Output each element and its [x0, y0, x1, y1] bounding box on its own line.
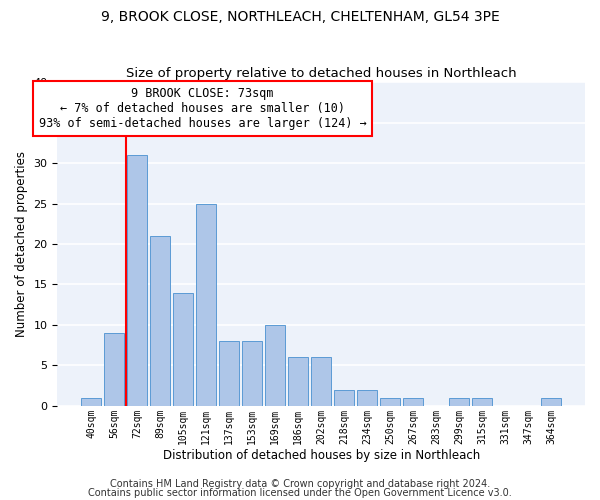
Bar — [127, 155, 147, 406]
Text: 9, BROOK CLOSE, NORTHLEACH, CHELTENHAM, GL54 3PE: 9, BROOK CLOSE, NORTHLEACH, CHELTENHAM, … — [101, 10, 499, 24]
Bar — [472, 398, 492, 406]
Bar — [173, 292, 193, 406]
X-axis label: Distribution of detached houses by size in Northleach: Distribution of detached houses by size … — [163, 450, 480, 462]
Text: 9 BROOK CLOSE: 73sqm
← 7% of detached houses are smaller (10)
93% of semi-detach: 9 BROOK CLOSE: 73sqm ← 7% of detached ho… — [38, 87, 367, 130]
Bar — [265, 325, 285, 406]
Bar — [151, 236, 170, 406]
Bar — [334, 390, 354, 406]
Text: Contains HM Land Registry data © Crown copyright and database right 2024.: Contains HM Land Registry data © Crown c… — [110, 479, 490, 489]
Bar — [311, 358, 331, 406]
Bar — [358, 390, 377, 406]
Bar — [242, 341, 262, 406]
Bar — [289, 358, 308, 406]
Y-axis label: Number of detached properties: Number of detached properties — [15, 151, 28, 337]
Bar — [403, 398, 423, 406]
Bar — [541, 398, 561, 406]
Bar — [220, 341, 239, 406]
Bar — [104, 333, 124, 406]
Bar — [380, 398, 400, 406]
Bar — [82, 398, 101, 406]
Text: Contains public sector information licensed under the Open Government Licence v3: Contains public sector information licen… — [88, 488, 512, 498]
Title: Size of property relative to detached houses in Northleach: Size of property relative to detached ho… — [126, 66, 517, 80]
Bar — [449, 398, 469, 406]
Bar — [196, 204, 216, 406]
